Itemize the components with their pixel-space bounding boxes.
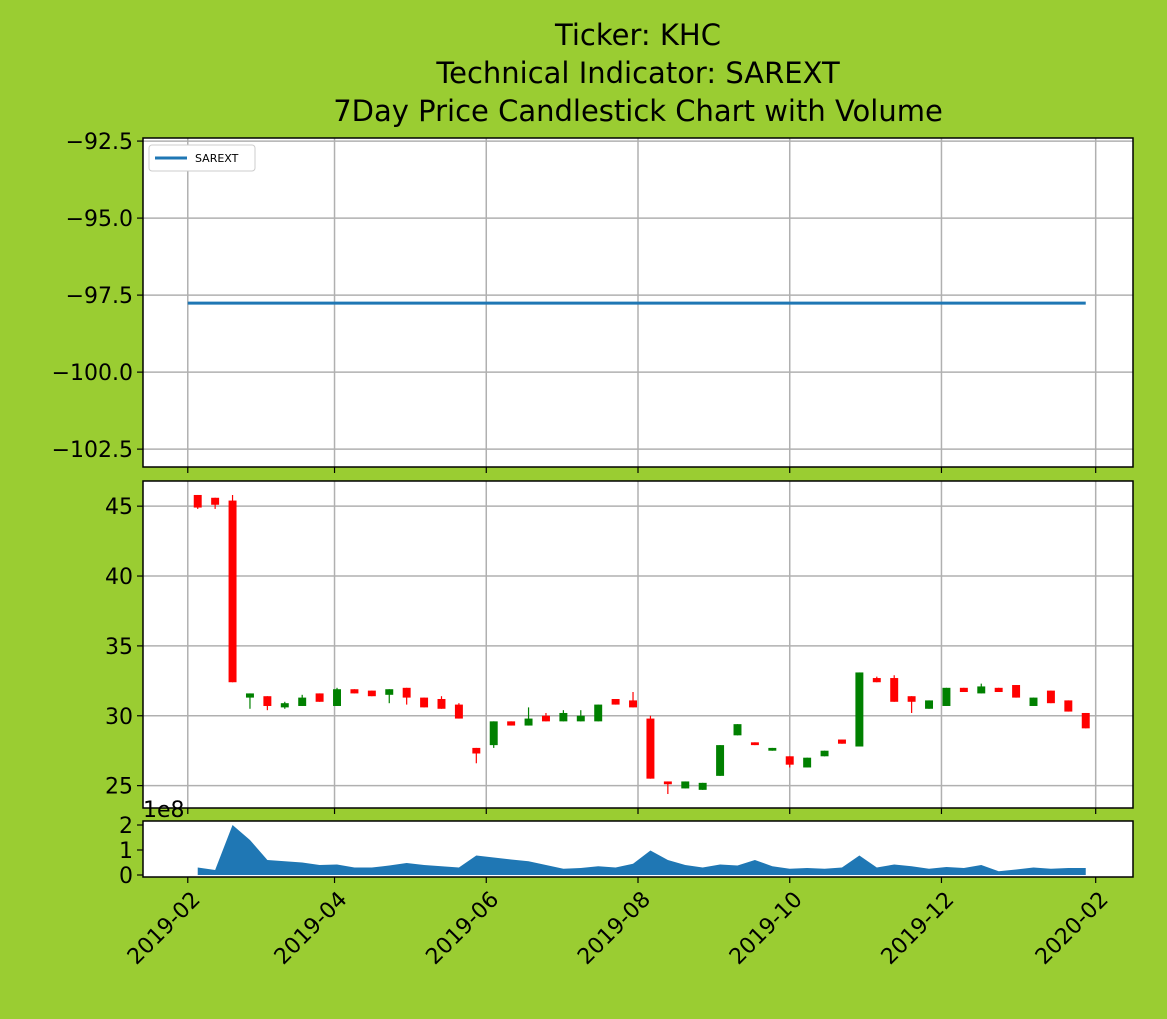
candle-body — [559, 712, 568, 722]
candle-body — [315, 693, 324, 702]
candle-body — [263, 696, 272, 706]
candle-body — [1029, 697, 1038, 706]
y-tick-label: 30 — [105, 705, 133, 730]
candle-body — [907, 696, 916, 702]
y-tick-label: −100.0 — [52, 361, 133, 386]
candle-body — [333, 689, 341, 706]
candle-body — [245, 693, 254, 698]
candle-body — [350, 689, 359, 694]
candle-body — [1046, 690, 1055, 704]
candle-body — [629, 700, 638, 708]
candle-body — [837, 739, 846, 744]
candle-body — [663, 781, 672, 785]
plot-frame — [142, 480, 1134, 809]
candle-body — [750, 742, 759, 746]
y-tick-label: 45 — [105, 495, 133, 520]
candle-body — [280, 703, 289, 708]
candle-body — [576, 715, 585, 722]
candle-body — [402, 687, 411, 698]
y-tick-label: 2 — [119, 814, 133, 839]
candle-body — [437, 699, 446, 709]
candle-body — [472, 747, 481, 754]
candle-body — [977, 686, 986, 694]
y-tick-label: 35 — [105, 635, 133, 660]
candle-body — [994, 687, 1003, 693]
candle-body — [211, 497, 220, 505]
y-tick-label: −102.5 — [52, 438, 133, 463]
chart-title: Ticker: KHC — [554, 18, 721, 52]
candle-body — [646, 718, 655, 779]
candle-body — [1012, 685, 1021, 698]
offset-label: 1e8 — [143, 798, 185, 823]
candle-body — [1064, 700, 1073, 712]
candle-body — [681, 781, 690, 789]
candle-body — [768, 747, 777, 751]
candle-body — [385, 689, 394, 695]
y-tick-label: −95.0 — [66, 207, 133, 232]
candle-body — [855, 672, 864, 747]
candle-body — [1081, 712, 1090, 729]
legend: SAREXT — [148, 144, 256, 172]
chart-title: Technical Indicator: SAREXT — [435, 56, 840, 90]
candle-body — [420, 697, 429, 708]
plot-frame — [142, 137, 1134, 468]
candle-body — [367, 690, 376, 697]
candle-body — [733, 724, 742, 736]
y-tick-label: 0 — [119, 864, 133, 889]
candle-body — [698, 782, 707, 790]
candle-body — [228, 500, 237, 683]
candle-body — [524, 718, 533, 726]
y-tick-label: 1 — [119, 839, 133, 864]
candle-body — [193, 494, 202, 508]
y-tick-label: 40 — [105, 565, 133, 590]
candle-body — [803, 757, 812, 768]
candle-body — [507, 721, 516, 726]
volume-area — [197, 825, 1086, 875]
y-tick-label: 25 — [105, 775, 133, 800]
candle-body — [716, 745, 725, 776]
candle-body — [925, 700, 934, 709]
y-tick-label: −97.5 — [66, 284, 133, 309]
candle-body — [785, 756, 794, 765]
candle-body — [541, 715, 550, 722]
legend-box — [148, 144, 256, 172]
candle-body — [454, 704, 463, 719]
candle-body — [890, 678, 899, 702]
candle-body — [872, 678, 881, 683]
y-tick-label: −92.5 — [66, 130, 133, 155]
candle-body — [820, 750, 829, 757]
candle-body — [611, 699, 620, 705]
candle-body — [942, 687, 951, 706]
candle-body — [594, 704, 603, 722]
candle-body — [489, 721, 498, 746]
candle-body — [959, 687, 968, 693]
legend-label: SAREXT — [195, 152, 239, 165]
candle-body — [298, 697, 307, 706]
chart-title: 7Day Price Candlestick Chart with Volume — [333, 94, 943, 128]
plot-frame — [142, 820, 1134, 878]
